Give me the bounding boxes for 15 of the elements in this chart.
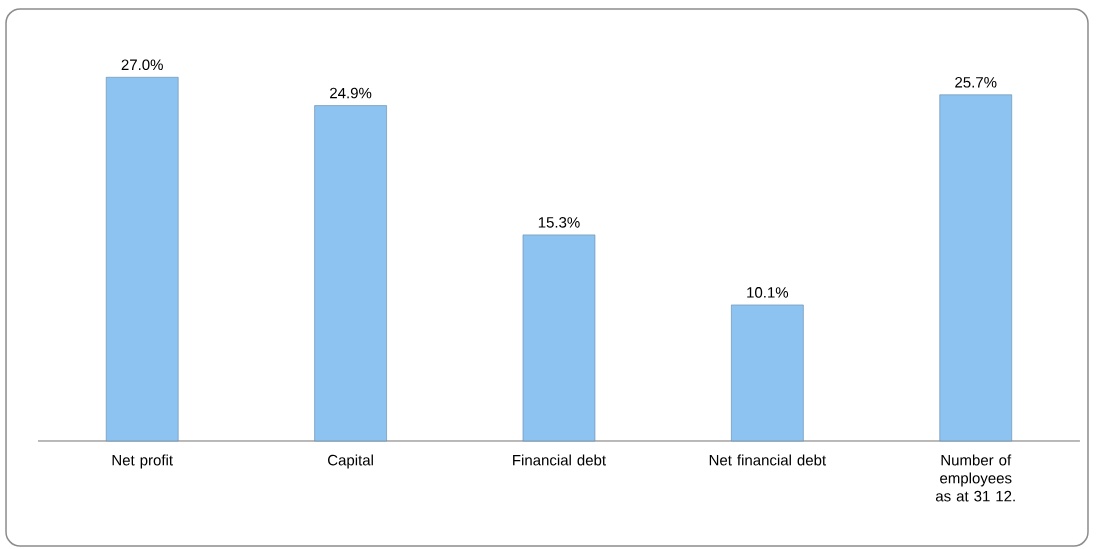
data-label: 25.7% (955, 76, 997, 88)
bar (314, 105, 387, 442)
data-label: 15.3% (538, 217, 580, 228)
x-tick-label: Number of employees as at 31 12. (935, 454, 1015, 502)
x-tick-label: Net profit (112, 454, 173, 469)
bar (731, 304, 804, 442)
data-label: 10.1% (747, 287, 789, 298)
bar (522, 234, 596, 442)
x-tick-label: Capital (328, 454, 373, 469)
data-label: 27.0% (121, 59, 163, 71)
bar (939, 94, 1013, 442)
data-label: 24.9% (330, 87, 372, 99)
x-tick-label: Net financial debt (709, 454, 827, 466)
bar (105, 76, 179, 442)
x-tick-label: Financial debt (513, 454, 606, 466)
